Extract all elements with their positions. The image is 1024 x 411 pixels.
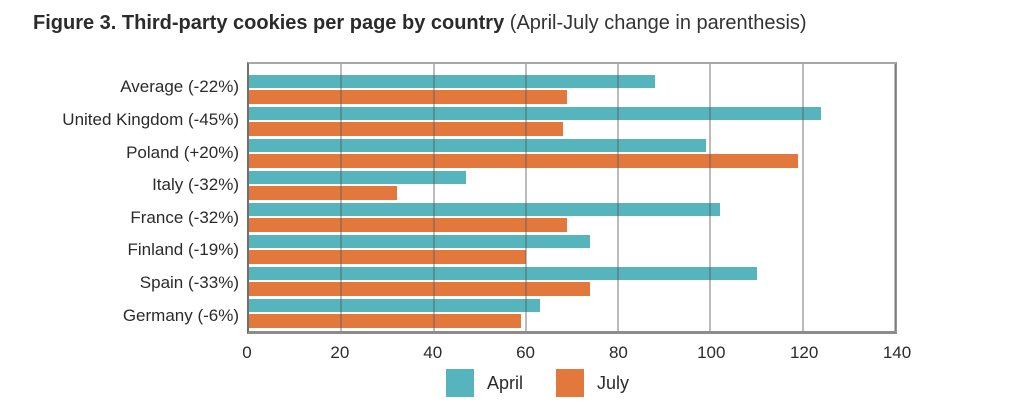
bar-july — [249, 90, 568, 104]
bar-group — [249, 73, 895, 105]
x-tick-label: 40 — [423, 343, 443, 362]
category-label: France (-32%) — [130, 207, 239, 227]
category-label-slot: Spain (-33%) — [0, 267, 239, 300]
category-label: Italy (-32%) — [152, 175, 239, 195]
bar-april — [249, 106, 822, 120]
category-label-slot: Finland (-19%) — [0, 234, 240, 267]
category-label: United Kingdom (-45%) — [62, 109, 239, 129]
bar-group — [249, 105, 895, 137]
category-label-slot: Germany (-6%) — [0, 299, 239, 332]
category-label-slot: United Kingdom (-45%) — [0, 104, 239, 137]
chart-title: Figure 3. Third-party cookies per page b… — [33, 12, 807, 35]
bar-july — [249, 218, 568, 232]
legend-swatch-april — [446, 369, 474, 397]
category-label-slot: Italy (-32%) — [0, 169, 239, 202]
bar-april — [249, 170, 466, 184]
bar-april — [249, 138, 706, 152]
bar-group — [249, 137, 895, 169]
x-tick-label: 120 — [789, 343, 819, 362]
x-tick-label: 100 — [697, 343, 726, 362]
legend-swatch-july — [556, 369, 585, 397]
legend-label-april: April — [487, 372, 524, 393]
bar-july — [249, 314, 522, 328]
bar-group — [249, 233, 895, 265]
chart-title-bold: Figure 3. Third-party cookies per page b… — [33, 12, 505, 34]
x-tick-label: 0 — [242, 343, 252, 362]
legend-item-july: July — [556, 369, 629, 397]
bar-july — [249, 186, 397, 200]
legend-item-april: April — [446, 369, 523, 397]
category-label: Germany (-6%) — [122, 305, 239, 325]
x-tick-label: 60 — [516, 343, 536, 362]
bar-april — [249, 74, 656, 88]
category-label: Spain (-33%) — [139, 273, 239, 293]
bar-april — [249, 298, 540, 312]
category-label-slot: Poland (+20%) — [0, 136, 239, 169]
bar-july — [249, 154, 799, 168]
chart-title-subtitle: (April-July change in parenthesis) — [509, 12, 807, 34]
category-label: Average (-22%) — [120, 77, 239, 97]
x-tick-label: 80 — [608, 343, 628, 362]
bar-group — [249, 297, 895, 329]
bar-april — [249, 266, 757, 280]
plot-area — [247, 62, 897, 334]
category-labels-column: Average (-22%) United Kingdom (-45%) Polan… — [0, 62, 239, 334]
bar-group — [249, 169, 895, 201]
x-tick-label: 140 — [882, 343, 912, 362]
bar-group — [249, 265, 895, 297]
category-label: Finland (-19%) — [127, 240, 240, 260]
x-tick-label: 20 — [330, 343, 350, 362]
bar-april — [249, 234, 591, 248]
bar-group — [249, 201, 895, 233]
x-axis: 0 20 40 60 80 100 120 140 — [242, 343, 911, 365]
legend-label-july: July — [597, 372, 630, 393]
bar-april — [249, 202, 720, 216]
category-label-slot: Average (-22%) — [0, 71, 239, 104]
category-label-slot: France (-32%) — [0, 202, 239, 235]
bar-july — [249, 282, 591, 296]
bar-july — [249, 122, 563, 136]
bar-july — [249, 250, 526, 264]
legend: April July — [446, 369, 629, 397]
bar-groups — [249, 64, 895, 331]
category-label: Poland (+20%) — [126, 142, 239, 162]
